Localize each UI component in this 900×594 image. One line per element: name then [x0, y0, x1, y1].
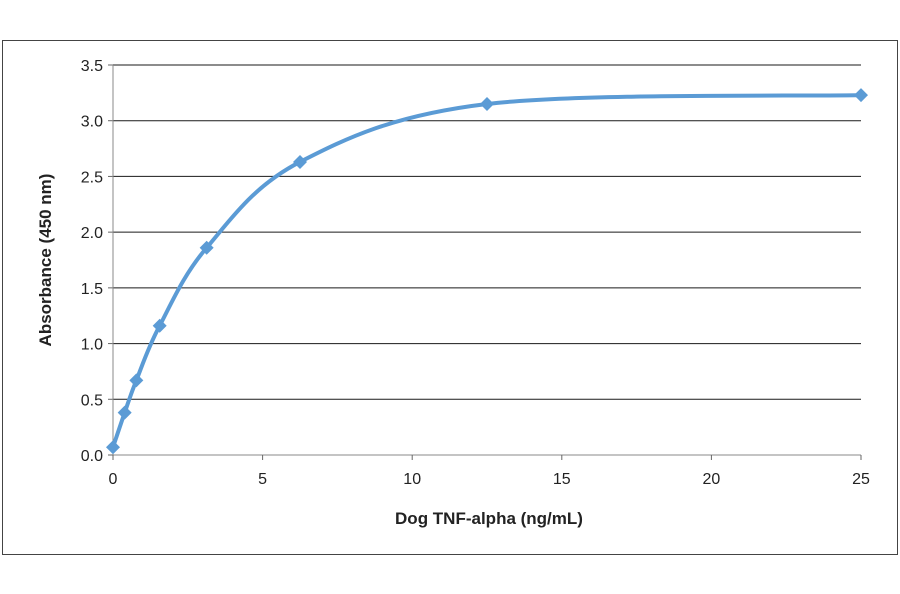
x-tick-label: 15 [553, 471, 571, 488]
chart-frame: 0.0 0.5 1.0 1.5 2.0 2.5 3.0 3.5 0 5 10 15 20 25 Dog T… [2, 40, 898, 555]
gridlines [113, 64, 861, 400]
series-layer [106, 88, 868, 455]
x-tick-label: 5 [258, 471, 267, 488]
y-tick-label: 1.5 [81, 281, 103, 298]
y-tick-label: 0.0 [81, 448, 103, 465]
y-tick-label: 3.5 [81, 58, 103, 75]
y-tick-label: 2.5 [81, 169, 103, 186]
series-line [111, 93, 862, 448]
y-tick-label: 0.5 [81, 392, 103, 409]
x-tick-label: 20 [703, 471, 721, 488]
y-axis-title: Absorbance (450 nm) [36, 174, 55, 347]
x-tick-label: 25 [852, 471, 870, 488]
data-point-marker [293, 154, 307, 169]
chart-plot: 0.0 0.5 1.0 1.5 2.0 2.5 3.0 3.5 0 5 10 15 20 25 Dog T… [36, 58, 870, 528]
y-tick-label: 2.0 [81, 225, 103, 242]
y-tick-label: 3.0 [81, 114, 103, 131]
data-point-marker [152, 318, 167, 333]
data-point-marker [480, 97, 494, 111]
y-tick-label: 1.0 [81, 337, 103, 354]
data-point-marker [106, 440, 120, 455]
x-axis-title: Dog TNF-alpha (ng/mL) [395, 509, 583, 528]
data-point-marker [117, 405, 132, 420]
x-tick-label: 10 [403, 471, 421, 488]
data-point-marker [129, 373, 144, 388]
data-point-marker [199, 240, 214, 255]
axes [108, 64, 862, 460]
x-tick-label: 0 [109, 471, 118, 488]
tick-labels: 0.0 0.5 1.0 1.5 2.0 2.5 3.0 3.5 0 5 10 15 20 25 [81, 58, 870, 488]
data-point-marker [854, 88, 868, 103]
